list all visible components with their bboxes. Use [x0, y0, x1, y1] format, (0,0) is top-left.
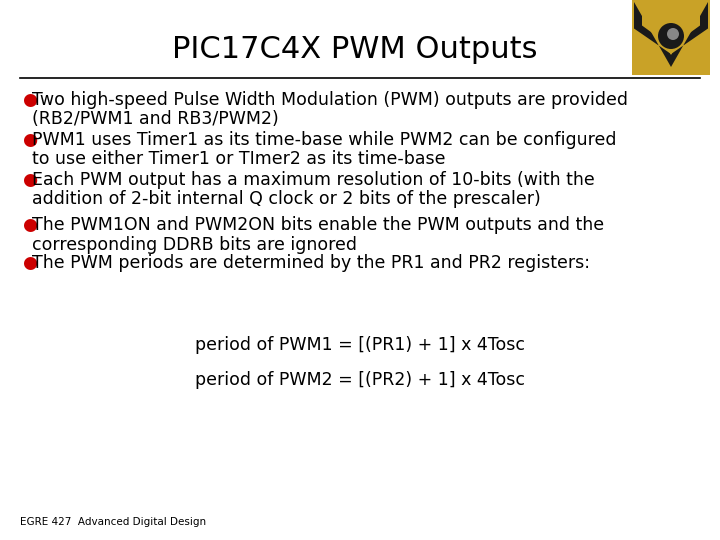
Text: period of PWM2 = [(PR2) + 1] x 4Tosc: period of PWM2 = [(PR2) + 1] x 4Tosc — [195, 371, 525, 389]
Text: Two high-speed Pulse Width Modulation (PWM) outputs are provided: Two high-speed Pulse Width Modulation (P… — [32, 91, 628, 109]
Text: The PWM periods are determined by the PR1 and PR2 registers:: The PWM periods are determined by the PR… — [32, 254, 590, 272]
Text: ●: ● — [22, 216, 37, 234]
Text: The PWM1ON and PWM2ON bits enable the PWM outputs and the: The PWM1ON and PWM2ON bits enable the PW… — [32, 216, 604, 234]
Text: Each PWM output has a maximum resolution of 10-bits (with the: Each PWM output has a maximum resolution… — [32, 171, 595, 189]
Polygon shape — [634, 2, 708, 67]
Text: PIC17C4X PWM Outputs: PIC17C4X PWM Outputs — [172, 36, 538, 64]
Text: (RB2/PWM1 and RB3/PWM2): (RB2/PWM1 and RB3/PWM2) — [32, 111, 279, 129]
Circle shape — [667, 28, 679, 40]
FancyBboxPatch shape — [632, 0, 710, 75]
Text: ●: ● — [22, 171, 37, 189]
Text: ●: ● — [22, 254, 37, 272]
Polygon shape — [642, 4, 700, 55]
Text: PWM1 uses Timer1 as its time-base while PWM2 can be configured: PWM1 uses Timer1 as its time-base while … — [32, 131, 616, 149]
Circle shape — [658, 23, 684, 49]
Text: ●: ● — [22, 131, 37, 149]
Text: period of PWM1 = [(PR1) + 1] x 4Tosc: period of PWM1 = [(PR1) + 1] x 4Tosc — [195, 336, 525, 354]
Text: EGRE 427  Advanced Digital Design: EGRE 427 Advanced Digital Design — [20, 517, 206, 527]
Text: addition of 2-bit internal Q clock or 2 bits of the prescaler): addition of 2-bit internal Q clock or 2 … — [32, 191, 541, 208]
Text: ●: ● — [22, 91, 37, 109]
Text: to use either Timer1 or TImer2 as its time-base: to use either Timer1 or TImer2 as its ti… — [32, 151, 446, 168]
Text: corresponding DDRB bits are ignored: corresponding DDRB bits are ignored — [32, 235, 357, 253]
